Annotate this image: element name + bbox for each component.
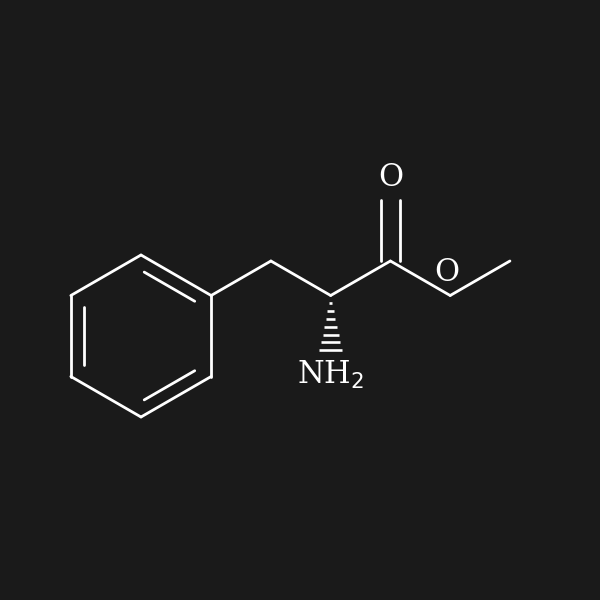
Text: O: O [378, 162, 403, 193]
Text: NH$_2$: NH$_2$ [297, 359, 364, 391]
Text: O: O [434, 257, 460, 288]
